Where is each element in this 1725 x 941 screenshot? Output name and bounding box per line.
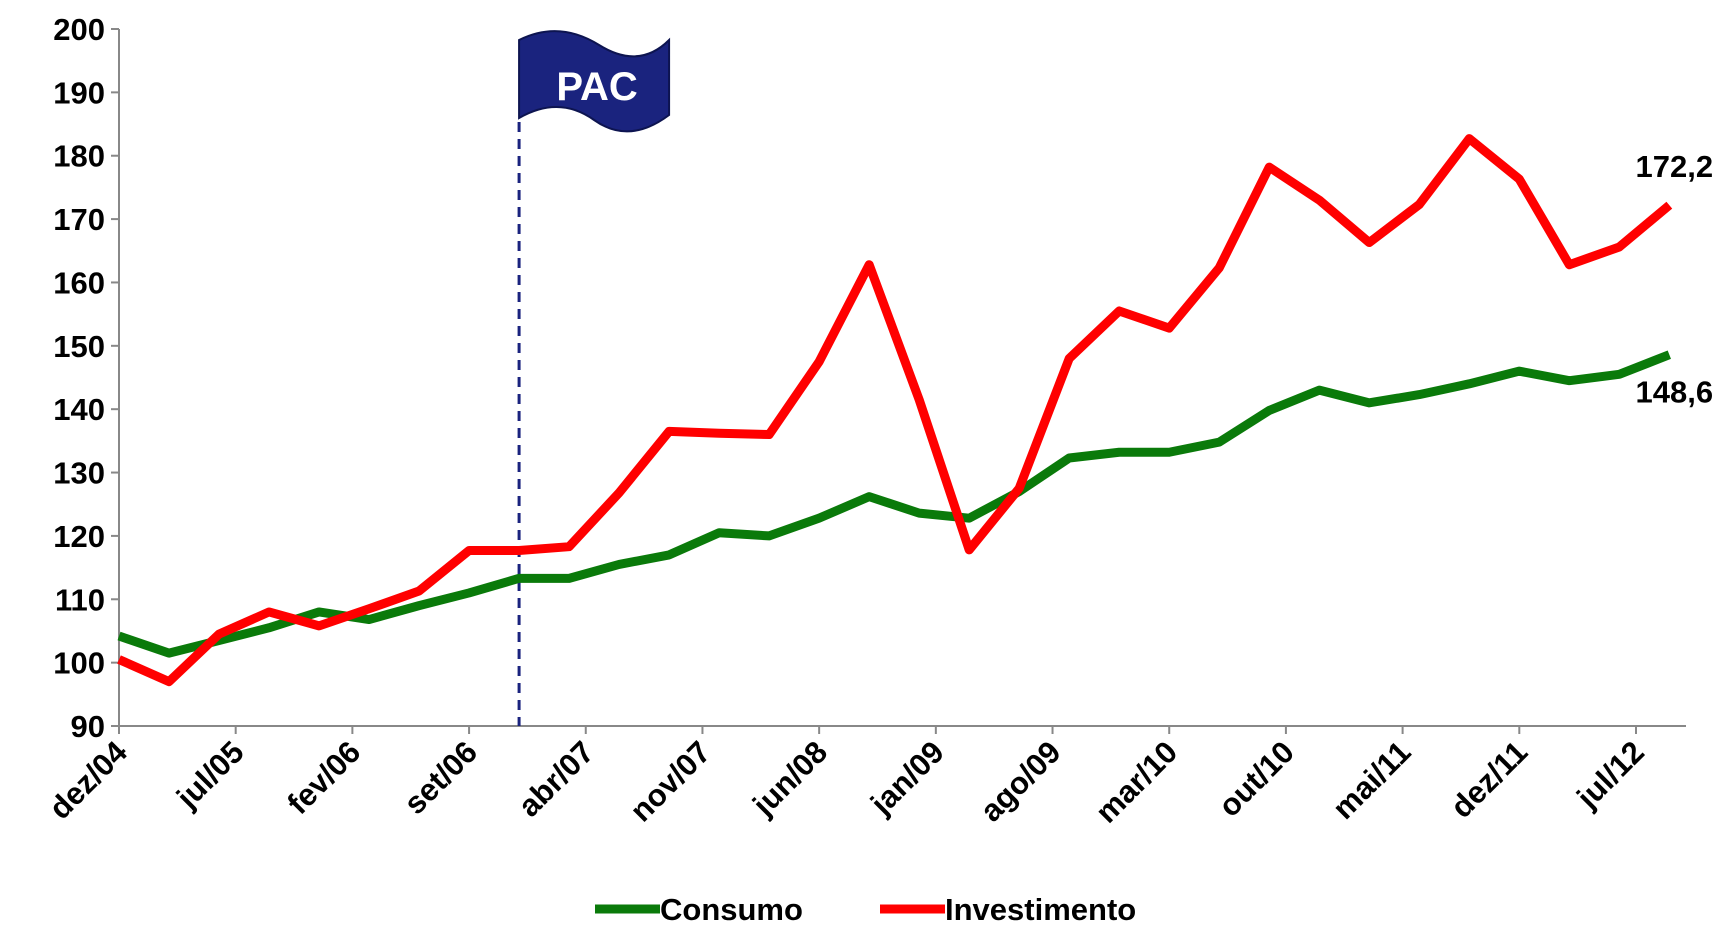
value-label: 172,2 bbox=[1636, 149, 1714, 184]
x-tick-label: set/06 bbox=[397, 734, 484, 821]
x-tick-label: nov/07 bbox=[623, 734, 717, 828]
legend-label: Investimento bbox=[945, 892, 1136, 927]
x-tick-label: jun/08 bbox=[745, 734, 834, 823]
x-tick-label: dez/04 bbox=[42, 734, 134, 826]
y-tick-label: 160 bbox=[53, 265, 105, 300]
y-tick-label: 110 bbox=[55, 582, 105, 617]
y-tick-label: 100 bbox=[53, 646, 105, 681]
y-tick-label: 170 bbox=[53, 202, 105, 237]
y-tick-label: 180 bbox=[53, 139, 105, 174]
line-0 bbox=[117, 350, 1671, 658]
x-tick-label: mar/10 bbox=[1089, 734, 1184, 829]
line-1 bbox=[117, 134, 1673, 687]
x-tick-label: ago/09 bbox=[973, 734, 1067, 828]
y-tick-label: 130 bbox=[53, 456, 105, 491]
x-tick-label: jul/05 bbox=[169, 734, 251, 816]
x-tick-label: dez/11 bbox=[1444, 734, 1535, 825]
y-tick-label: 120 bbox=[53, 519, 105, 554]
x-tick-label: abr/07 bbox=[511, 734, 600, 823]
y-tick-label: 150 bbox=[53, 329, 105, 364]
x-tick-label: mai/11 bbox=[1326, 734, 1418, 826]
y-tick-label: 140 bbox=[53, 392, 105, 427]
pac-flag bbox=[518, 30, 671, 133]
y-tick-label: 190 bbox=[53, 75, 105, 110]
x-tick-label: jan/09 bbox=[863, 734, 951, 822]
y-tick-label: 90 bbox=[71, 709, 105, 744]
value-label: 148,6 bbox=[1636, 375, 1714, 410]
x-tick-label: out/10 bbox=[1212, 734, 1301, 823]
x-tick-label: fev/06 bbox=[280, 734, 367, 821]
legend-label: Consumo bbox=[660, 892, 803, 927]
y-tick-label: 200 bbox=[53, 12, 105, 47]
x-tick-label: jul/12 bbox=[1569, 734, 1651, 816]
pac-label: PAC bbox=[556, 65, 637, 109]
